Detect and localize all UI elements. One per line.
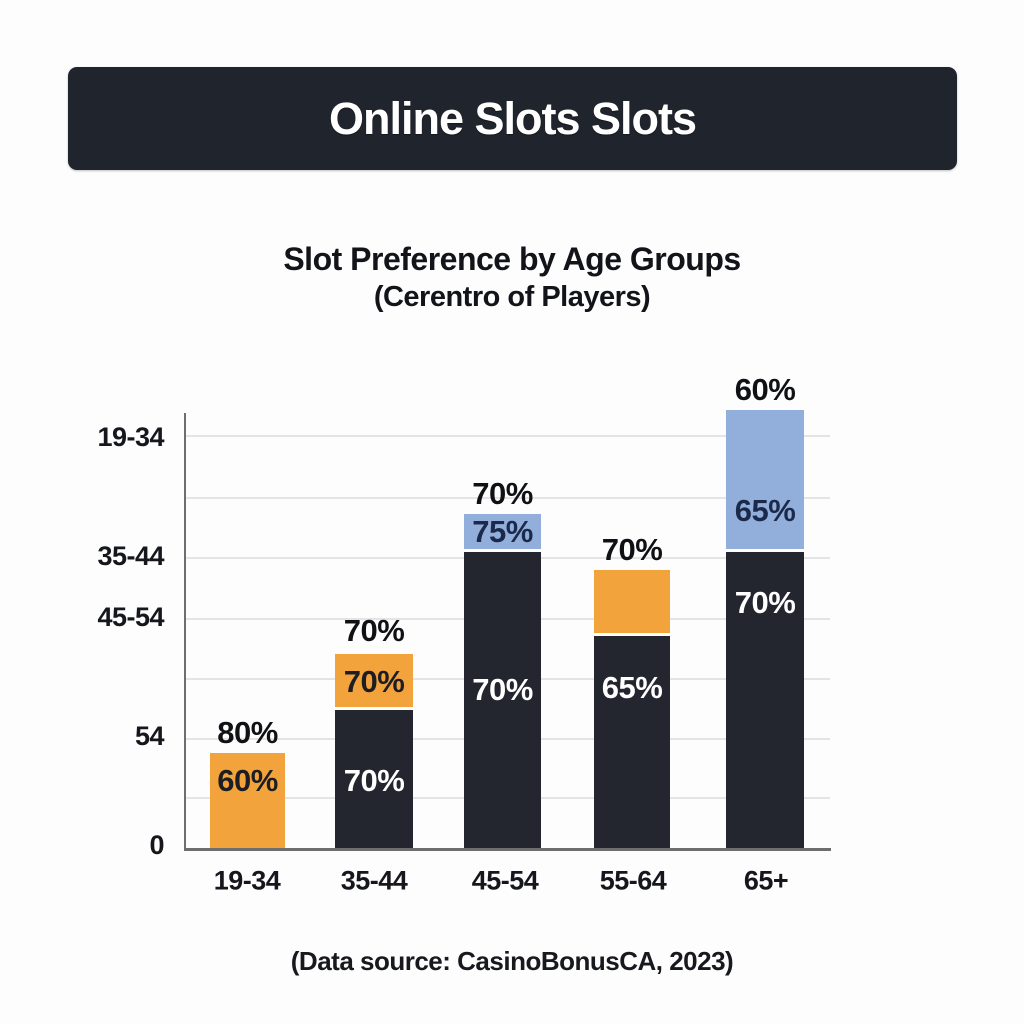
- bar-segment-label: 70%: [734, 585, 796, 620]
- bar-segment-dark: [726, 552, 804, 848]
- bar-segment-label: 65%: [734, 493, 796, 528]
- bar-segment-blue: [726, 410, 804, 549]
- bar-segment-orange: [210, 753, 285, 848]
- x-axis-label: 45-54: [471, 865, 539, 896]
- y-axis-label: 19-34: [97, 422, 164, 452]
- y-axis-label: 0: [149, 830, 164, 860]
- bar-segment-label: 65%: [601, 670, 663, 705]
- bar-segment-dark: [464, 552, 541, 848]
- gridline: [186, 435, 830, 437]
- bar-top-label: 70%: [601, 532, 663, 567]
- bar-top-label: 70%: [472, 476, 533, 511]
- bar-top-label: 80%: [217, 715, 278, 750]
- y-axis-label: 45-54: [97, 602, 164, 632]
- x-axis-label: 65+: [743, 865, 789, 896]
- chart-title: Slot Preference by Age Groups: [283, 241, 741, 277]
- data-source: (Data source: CasinoBonusCA, 2023): [290, 946, 734, 976]
- bar-top-label: 60%: [734, 372, 796, 407]
- bar-segment-label: 70%: [472, 672, 533, 707]
- bar-segment-label: 60%: [217, 763, 278, 798]
- x-axis-label: 55-64: [599, 865, 667, 896]
- bar-segment-label: 70%: [343, 664, 405, 699]
- bar-segment-dark: [335, 710, 413, 848]
- x-axis-label: 35-44: [340, 865, 408, 896]
- chart-subtitle: (Cerentro of Players): [373, 281, 651, 313]
- bar-segment-orange: [335, 654, 413, 707]
- bar-segment-orange: [594, 570, 670, 633]
- y-axis-line: [184, 413, 186, 851]
- bar-top-label: 70%: [343, 613, 405, 648]
- y-axis-label: 54: [134, 721, 165, 751]
- x-axis-label: 19-34: [213, 865, 281, 896]
- x-axis-line: [184, 848, 831, 851]
- title-banner: Online Slots Slots: [68, 67, 957, 170]
- bar-segment-dark: [594, 636, 670, 848]
- y-axis-label: 35-44: [97, 541, 164, 571]
- banner-title: Online Slots Slots: [328, 92, 697, 144]
- bar-segment-blue: [464, 514, 541, 549]
- gridline: [186, 497, 830, 499]
- bar-segment-label: 75%: [472, 514, 533, 549]
- bar-segment-label: 70%: [343, 763, 405, 798]
